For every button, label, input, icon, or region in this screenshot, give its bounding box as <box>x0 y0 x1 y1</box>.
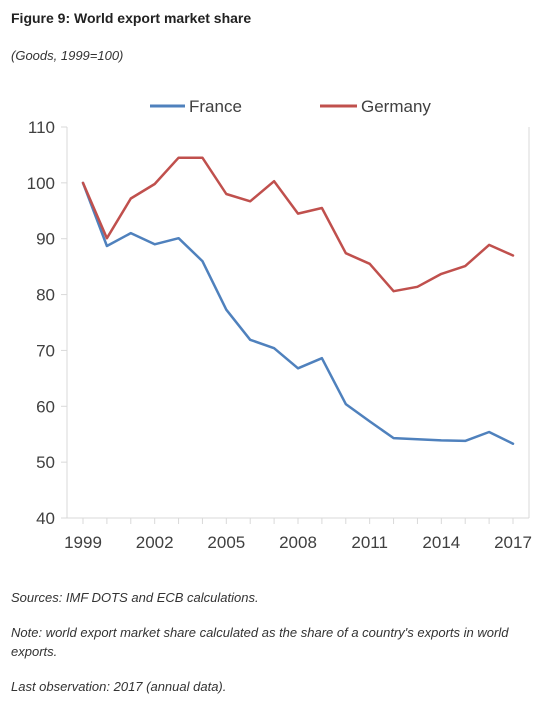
y-tick-label: 70 <box>36 341 55 360</box>
notes: Sources: IMF DOTS and ECB calculations. … <box>11 588 541 712</box>
plot-lines <box>81 156 515 445</box>
figure-title: Figure 9: World export market share <box>11 10 252 26</box>
legend-label-france: France <box>189 97 242 116</box>
y-axis: 40 50 60 70 80 90 100 110 <box>27 118 68 528</box>
legend: France Germany <box>150 97 431 116</box>
y-tick-label: 60 <box>36 397 55 416</box>
y-tick-label: 50 <box>36 453 55 472</box>
line-chart: France Germany 40 50 60 70 80 90 100 110 1999 20… <box>27 97 532 552</box>
x-tick-label: 2014 <box>422 533 460 552</box>
series-line-germany <box>81 156 515 293</box>
legend-label-germany: Germany <box>361 97 431 116</box>
y-tick-label: 110 <box>28 118 55 137</box>
x-axis: 1999 2002 2005 2008 2011 2014 2017 <box>64 127 532 552</box>
last-observation-note: Last observation: 2017 (annual data). <box>11 679 227 694</box>
sources-note: Sources: IMF DOTS and ECB calculations. <box>11 590 259 605</box>
figure-subtitle: (Goods, 1999=100) <box>11 48 124 63</box>
x-tick-label: 2011 <box>351 533 388 552</box>
y-tick-label: 40 <box>36 509 55 528</box>
x-tick-label: 2005 <box>207 533 245 552</box>
x-tick-label: 2008 <box>279 533 317 552</box>
series-line-france <box>81 181 515 445</box>
y-tick-label: 80 <box>36 286 55 305</box>
x-tick-label: 2002 <box>136 533 174 552</box>
method-note: Note: world export market share calculat… <box>11 625 509 659</box>
x-tick-label: 2017 <box>494 533 532 552</box>
y-tick-label: 100 <box>27 174 55 193</box>
y-tick-label: 90 <box>36 230 55 249</box>
x-tick-label: 1999 <box>64 533 102 552</box>
